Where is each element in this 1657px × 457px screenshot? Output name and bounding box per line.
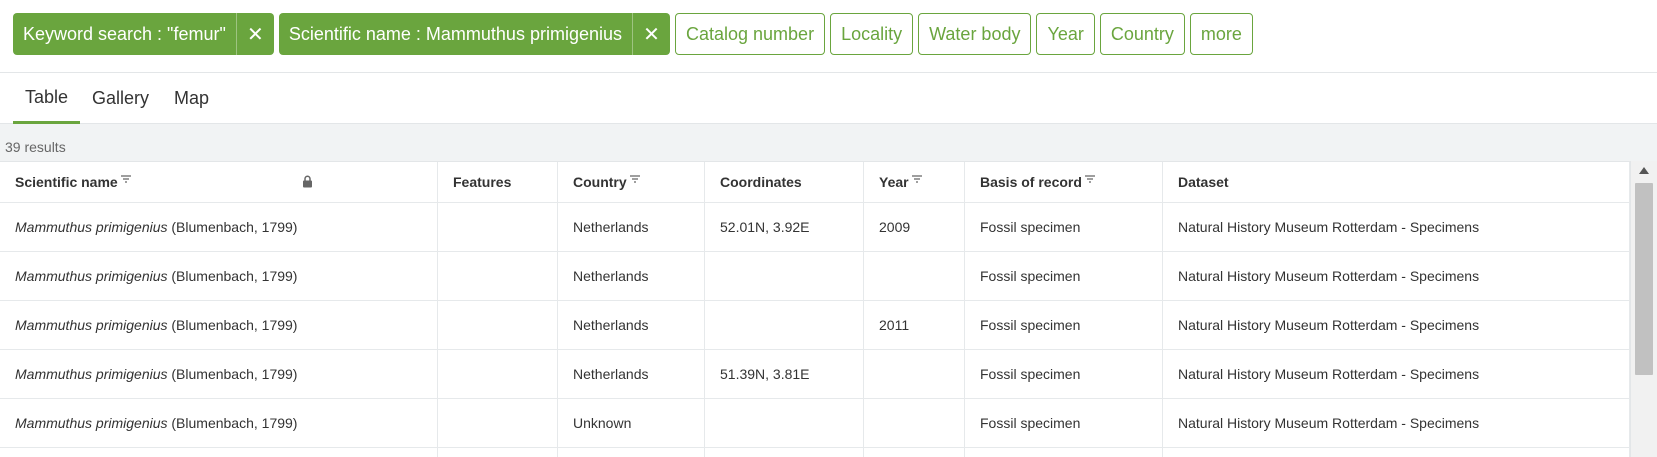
sort-icon[interactable] <box>629 174 641 184</box>
scientific-name-author: (Blumenbach, 1799) <box>167 219 298 235</box>
cell-dataset: Natural History Museum Rotterdam - Speci… <box>1178 268 1480 284</box>
results-count: 39 results <box>5 139 66 155</box>
cell-basis-of-record: Fossil specimen <box>980 415 1081 431</box>
scientific-name-italic: Mammuthus primigenius <box>15 415 168 431</box>
column-divider <box>557 162 558 457</box>
cell-dataset: Natural History Museum Rotterdam - Speci… <box>1178 366 1480 382</box>
filter-chip-keyword[interactable]: Keyword search : "femur" ✕ <box>13 13 274 55</box>
cell-year: 2011 <box>879 317 910 333</box>
filter-chip-keyword-label[interactable]: Keyword search : "femur" <box>23 23 226 44</box>
header-year-label: Year <box>879 174 909 190</box>
header-dataset-label: Dataset <box>1178 174 1229 190</box>
tab-map-label: Map <box>174 88 210 108</box>
scientific-name-italic: Mammuthus primigenius <box>15 366 168 382</box>
scientific-name-author: (Blumenbach, 1799) <box>167 366 298 382</box>
scientific-name-author: (Blumenbach, 1799) <box>167 317 298 333</box>
header-year[interactable]: Year <box>879 174 923 190</box>
close-icon[interactable]: ✕ <box>235 13 274 55</box>
view-tabs: Table Gallery Map <box>0 73 1657 124</box>
filter-locality-button[interactable]: Locality <box>830 13 914 55</box>
header-basis-of-record-label: Basis of record <box>980 174 1082 190</box>
tab-gallery-label: Gallery <box>92 88 150 108</box>
filter-water-body-button[interactable]: Water body <box>918 13 1032 55</box>
cell-basis-of-record: Fossil specimen <box>980 268 1081 284</box>
row-divider <box>0 447 1630 448</box>
sort-icon[interactable] <box>120 174 132 184</box>
tab-table[interactable]: Table <box>13 73 81 124</box>
row-divider <box>0 349 1630 350</box>
header-coordinates[interactable]: Coordinates <box>720 174 802 190</box>
column-divider <box>1629 162 1630 457</box>
sort-icon[interactable] <box>1084 174 1096 184</box>
cell-country: Netherlands <box>573 268 649 284</box>
filter-chip-scientific-name-label[interactable]: Scientific name : Mammuthus primigenius <box>288 23 622 44</box>
row-divider <box>0 251 1630 252</box>
scrollbar-thumb[interactable] <box>1635 183 1653 375</box>
cell-dataset: Natural History Museum Rotterdam - Speci… <box>1178 415 1480 431</box>
cell-basis-of-record: Fossil specimen <box>980 219 1081 235</box>
table-scrollbar[interactable] <box>1630 161 1657 457</box>
sort-icon[interactable] <box>911 174 923 184</box>
scientific-name-author: (Blumenbach, 1799) <box>167 415 298 431</box>
cell-country: Netherlands <box>573 219 649 235</box>
header-basis-of-record[interactable]: Basis of record <box>980 174 1096 190</box>
cell-basis-of-record: Fossil specimen <box>980 366 1081 382</box>
filter-catalog-number-button[interactable]: Catalog number <box>674 13 826 55</box>
header-scientific-name-label: Scientific name <box>15 174 118 190</box>
header-country-label: Country <box>573 174 627 190</box>
column-divider <box>863 162 864 457</box>
cell-basis-of-record: Fossil specimen <box>980 317 1081 333</box>
filter-chip-scientific-name[interactable]: Scientific name : Mammuthus primigenius … <box>278 13 670 55</box>
scientific-name-author: (Blumenbach, 1799) <box>167 268 298 284</box>
cell-scientific-name[interactable]: Mammuthus primigenius (Blumenbach, 1799) <box>15 366 297 382</box>
row-divider <box>0 202 1630 203</box>
column-divider <box>964 162 965 457</box>
row-divider <box>0 398 1630 399</box>
scientific-name-italic: Mammuthus primigenius <box>15 317 168 333</box>
cell-dataset: Natural History Museum Rotterdam - Speci… <box>1178 317 1480 333</box>
cell-scientific-name[interactable]: Mammuthus primigenius (Blumenbach, 1799) <box>15 415 297 431</box>
cell-year: 2009 <box>879 219 911 235</box>
cell-country: Netherlands <box>573 366 649 382</box>
tab-map[interactable]: Map <box>174 73 209 124</box>
close-icon[interactable]: ✕ <box>631 13 670 55</box>
filter-chips: Keyword search : "femur" ✕ Scientific na… <box>13 13 1253 55</box>
column-divider <box>1162 162 1163 457</box>
cell-scientific-name[interactable]: Mammuthus primigenius (Blumenbach, 1799) <box>15 219 297 235</box>
header-coordinates-label: Coordinates <box>720 174 802 190</box>
header-country[interactable]: Country <box>573 174 641 190</box>
tab-table-label: Table <box>25 86 69 107</box>
header-scientific-name[interactable]: Scientific name <box>15 174 132 190</box>
header-dataset[interactable]: Dataset <box>1178 174 1229 190</box>
cell-country: Netherlands <box>573 317 649 333</box>
cell-coordinates: 52.01N, 3.92E <box>720 219 810 235</box>
cell-coordinates: 51.39N, 3.81E <box>720 366 810 382</box>
results-table: Scientific name Features Country Coordin… <box>0 161 1657 457</box>
header-features[interactable]: Features <box>453 174 511 190</box>
filter-country-button[interactable]: Country <box>1099 13 1185 55</box>
scientific-name-italic: Mammuthus primigenius <box>15 268 168 284</box>
header-features-label: Features <box>453 174 512 190</box>
lock-icon[interactable] <box>302 175 313 188</box>
cell-dataset: Natural History Museum Rotterdam - Speci… <box>1178 219 1480 235</box>
tab-gallery[interactable]: Gallery <box>92 73 149 124</box>
row-divider <box>0 300 1630 301</box>
scientific-name-italic: Mammuthus primigenius <box>15 219 168 235</box>
cell-country: Unknown <box>573 415 632 431</box>
scroll-up-arrow-icon[interactable] <box>1639 167 1649 174</box>
column-divider <box>704 162 705 457</box>
filter-bar: Keyword search : "femur" ✕ Scientific na… <box>0 0 1657 73</box>
column-divider <box>437 162 438 457</box>
cell-scientific-name[interactable]: Mammuthus primigenius (Blumenbach, 1799) <box>15 317 297 333</box>
filter-year-button[interactable]: Year <box>1036 13 1095 55</box>
filter-more-button[interactable]: more <box>1189 13 1253 55</box>
cell-scientific-name[interactable]: Mammuthus primigenius (Blumenbach, 1799) <box>15 268 297 284</box>
